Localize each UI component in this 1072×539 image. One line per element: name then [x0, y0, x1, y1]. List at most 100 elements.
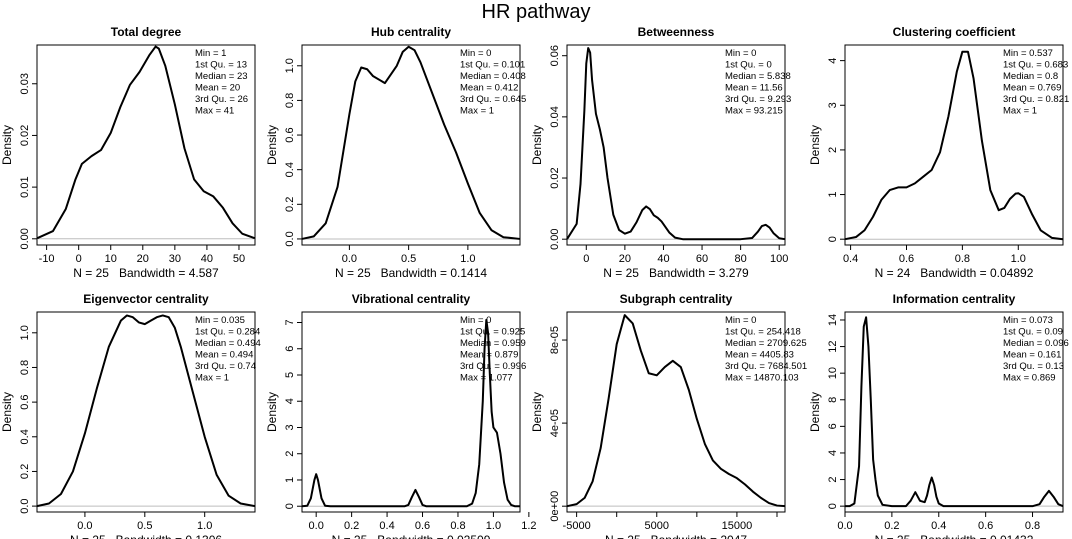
summary-stat: Max = 1.077: [460, 373, 513, 384]
summary-stat: 3rd Qu. = 7684.501: [725, 361, 807, 372]
summary-stat: Min = 0: [725, 48, 756, 59]
plot-frame: [844, 311, 1064, 513]
x-tick-label: 0.6: [415, 520, 430, 532]
summary-stat: 3rd Qu. = 0.74: [195, 361, 256, 372]
x-tick-label: -5000: [563, 520, 591, 532]
y-axis-label: Density: [530, 392, 544, 432]
y-tick-label: 3: [284, 424, 296, 430]
summary-stat: 3rd Qu. = 26: [195, 94, 248, 105]
plot-frame: [566, 44, 786, 246]
x-axis-label: N = 25 Bandwidth = 0.02509: [332, 533, 491, 539]
summary-stat: 1st Qu. = 0.101: [460, 60, 525, 71]
y-tick-label: 8: [827, 397, 839, 403]
summary-stat: Min = 0: [460, 48, 491, 59]
x-tick-label: 1.0: [197, 520, 212, 532]
x-tick-label: 0.0: [837, 520, 852, 532]
x-axis-label: N = 24 Bandwidth = 0.04892: [875, 266, 1034, 280]
chart-title: Information centrality: [893, 292, 1016, 306]
y-tick-label: 4: [827, 58, 839, 64]
y-tick-label: 1.0: [19, 325, 31, 340]
y-tick-label: 5: [284, 372, 296, 378]
x-tick-label: 1.0: [1011, 253, 1026, 265]
summary-stat: Mean = 0.161: [1003, 350, 1061, 361]
summary-stat: Max = 0.869: [1003, 373, 1056, 384]
density-plot: Hub centrality 0.0 0.5 1.0 0.0 0.2 0.4 0.6 0.8 1.…: [265, 25, 526, 280]
x-tick-label: 1.0: [460, 253, 475, 265]
x-tick-label: 40: [201, 253, 213, 265]
summary-stat: Mean = 0.412: [460, 83, 518, 94]
summary-stat: Median = 2709.625: [725, 338, 807, 349]
y-axis-label: Density: [808, 392, 822, 432]
x-tick-label: 50: [233, 253, 245, 265]
x-tick-label: 0.6: [899, 253, 914, 265]
x-tick-label: 0.5: [137, 520, 152, 532]
plot-frame: [36, 44, 256, 246]
x-tick-label: 0: [583, 253, 589, 265]
plot-frame: [844, 44, 1064, 246]
y-tick-label: 10: [827, 367, 839, 379]
x-axis-label: N = 25 Bandwidth = 2047: [605, 533, 747, 539]
y-tick-label: 0.0: [19, 498, 31, 513]
y-tick-label: 0e+00: [549, 491, 561, 522]
density-plot: Subgraph centrality -5000 5000 15000 0e+00 4e…: [530, 292, 807, 539]
summary-stat: Min = 0: [460, 315, 491, 326]
x-tick-label: 0.4: [843, 253, 858, 265]
y-tick-label: 0.4: [284, 162, 296, 177]
x-tick-label: 10: [105, 253, 117, 265]
y-tick-label: 0.00: [19, 228, 31, 249]
summary-stat: 1st Qu. = 13: [195, 60, 247, 71]
summary-stat: Max = 1: [1003, 106, 1037, 117]
y-tick-label: 2: [827, 476, 839, 482]
figure-title: HR pathway: [481, 1, 591, 23]
y-tick-label: 4e-05: [549, 409, 561, 437]
y-tick-label: 0: [827, 503, 839, 509]
y-tick-label: 1.0: [284, 58, 296, 73]
x-tick-label: 20: [619, 253, 631, 265]
density-curve: [301, 318, 520, 508]
plot-frame: [36, 311, 256, 513]
summary-stat: 1st Qu. = 254.418: [725, 327, 801, 338]
chart-title: Subgraph centrality: [620, 292, 733, 306]
y-axis-label: Density: [0, 125, 14, 165]
y-tick-label: 0.04: [549, 106, 561, 127]
x-tick-label: 0.0: [342, 253, 357, 265]
y-tick-label: 0.02: [549, 167, 561, 188]
x-tick-label: 0.8: [955, 253, 970, 265]
density-plot: Total degree -10 0 10 20 30 40 50 0.00 0.01 0.02 0.…: [0, 25, 256, 280]
x-axis-label: N = 25 Bandwidth = 4.587: [73, 266, 219, 280]
x-tick-label: 0.4: [379, 520, 394, 532]
summary-stat: 3rd Qu. = 0.821: [1003, 94, 1069, 105]
y-tick-label: 0.01: [19, 176, 31, 197]
summary-stat: 3rd Qu. = 0.13: [1003, 361, 1064, 372]
summary-stat: Mean = 4405.83: [725, 350, 794, 361]
summary-stat: Median = 0.8: [1003, 71, 1058, 82]
x-tick-label: 40: [657, 253, 669, 265]
x-tick-label: 20: [137, 253, 149, 265]
summary-stat: Median = 0.959: [460, 338, 526, 349]
summary-stat: Mean = 0.769: [1003, 83, 1061, 94]
y-tick-label: 0.4: [19, 429, 31, 444]
x-tick-label: 0.6: [978, 520, 993, 532]
density-curve: [566, 47, 786, 241]
summary-stat: Min = 0.035: [195, 315, 245, 326]
summary-stat: Max = 1: [195, 373, 229, 384]
summary-stat: Median = 0.408: [460, 71, 526, 82]
summary-stat: 1st Qu. = 0.09: [1003, 327, 1063, 338]
x-axis-label: N = 25 Bandwidth = 0.1306: [70, 533, 222, 539]
x-tick-label: 0: [76, 253, 82, 265]
y-tick-label: 0.02: [19, 125, 31, 146]
x-tick-label: 0.2: [884, 520, 899, 532]
y-tick-label: 0.03: [19, 73, 31, 94]
plot-frame: [301, 44, 521, 246]
density-curve: [566, 314, 786, 508]
y-tick-label: 0.8: [19, 360, 31, 375]
summary-stat: Median = 0.096: [1003, 338, 1069, 349]
x-tick-label: 1.0: [486, 520, 501, 532]
summary-stat: Min = 0.537: [1003, 48, 1053, 59]
summary-stat: Max = 14870.103: [725, 373, 799, 384]
y-axis-label: Density: [265, 125, 279, 165]
summary-stat: Mean = 0.494: [195, 350, 253, 361]
x-tick-label: 0.2: [344, 520, 359, 532]
summary-stat: Mean = 20: [195, 83, 240, 94]
